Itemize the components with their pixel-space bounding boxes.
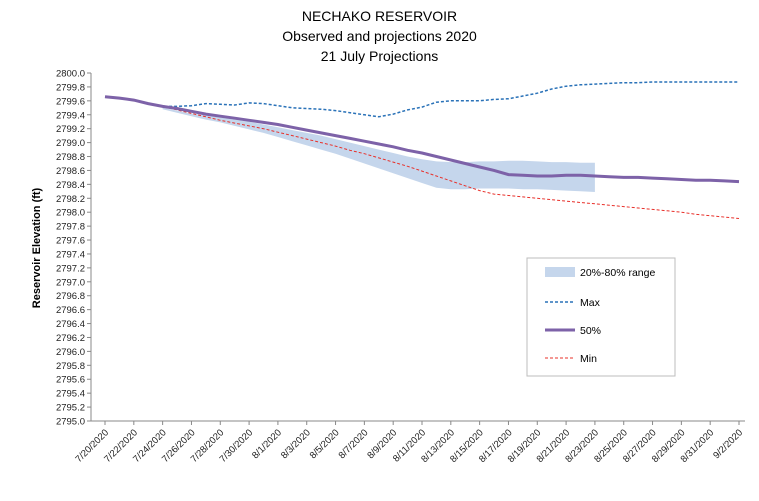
x-tick-label: 9/2/2020 [711, 427, 745, 461]
chart-projection-date: 21 July Projections [320, 48, 439, 64]
y-tick-label: 2796.8 [56, 291, 85, 302]
y-tick-label: 2797.6 [56, 236, 85, 247]
x-tick-label: 8/7/2020 [337, 427, 371, 461]
y-tick-label: 2799.4 [56, 110, 85, 121]
y-tick-label: 2795.2 [56, 403, 85, 414]
x-tick-label: 8/1/2020 [250, 427, 284, 461]
y-tick-label: 2795.4 [56, 389, 85, 400]
y-tick-label: 2796.0 [56, 347, 85, 358]
median-series-line [104, 95, 740, 184]
legend-label-50: 50% [580, 325, 601, 337]
y-tick-label: 2796.4 [56, 319, 85, 330]
y-tick-label: 2798.2 [56, 194, 85, 205]
chart-subtitle: Observed and projections 2020 [282, 28, 477, 44]
y-tick-label: 2796.6 [56, 305, 85, 316]
ticks-layer: 2795.0 2795.2 2795.4 2795.6 2795.8 2796.0 2796… [56, 69, 745, 466]
y-tick-label: 2798.0 [56, 208, 85, 219]
range-band-20-80 [162, 107, 595, 192]
legend-label-min: Min [580, 353, 597, 365]
legend-label-max: Max [580, 297, 601, 309]
y-tick-label: 2798.6 [56, 166, 85, 177]
max-series-line [104, 81, 739, 118]
min-series-line [104, 96, 740, 219]
y-tick-label: 2797.2 [56, 263, 85, 274]
y-tick-label: 2798.4 [56, 180, 85, 191]
y-tick-label: 2799.0 [56, 138, 85, 149]
y-axis-label: Reservoir Elevation (ft) [31, 187, 43, 308]
y-tick-label: 2795.8 [56, 361, 85, 372]
y-tick-label: 2796.2 [56, 333, 85, 344]
legend: 20%-80% range Max 50% Min [526, 257, 676, 377]
y-tick-label: 2795.0 [56, 417, 85, 428]
y-tick-label: 2797.8 [56, 222, 85, 233]
y-tick-label: 2797.4 [56, 249, 85, 260]
y-tick-label: 2797.0 [56, 277, 85, 288]
series-layer [104, 81, 740, 219]
legend-swatch-range [545, 267, 575, 277]
x-tick-label: 8/5/2020 [308, 427, 342, 461]
x-tick-label: 8/3/2020 [279, 427, 313, 461]
y-tick-label: 2799.8 [56, 82, 85, 93]
y-tick-label: 2795.6 [56, 375, 85, 386]
legend-label-range: 20%-80% range [580, 267, 655, 279]
legend-box [526, 257, 676, 377]
y-tick-label: 2800.0 [56, 69, 85, 80]
axes [90, 73, 745, 422]
y-tick-label: 2799.2 [56, 124, 85, 135]
y-tick-label: 2799.6 [56, 96, 85, 107]
chart-title: NECHAKO RESERVOIR [301, 8, 458, 24]
y-tick-label: 2798.8 [56, 152, 85, 163]
